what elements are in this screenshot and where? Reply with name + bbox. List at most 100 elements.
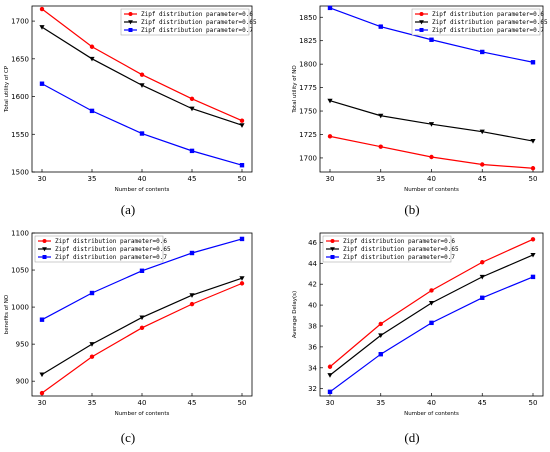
y-tick-label: 40 xyxy=(308,302,317,310)
series-line-3 xyxy=(329,276,534,393)
legend-marker xyxy=(330,239,335,243)
data-point xyxy=(189,293,195,298)
data-point xyxy=(89,108,95,114)
legend-marker xyxy=(419,20,424,25)
data-point xyxy=(378,352,383,357)
legend-entry-label: Zipf distribution parameter=0.6 xyxy=(432,11,544,18)
y-tick-label: 1650 xyxy=(11,55,29,63)
data-point xyxy=(89,44,95,49)
y-tick-label: 1000 xyxy=(11,304,29,312)
y-axis-label: benefits of NO xyxy=(4,294,10,334)
data-point xyxy=(39,25,45,30)
legend-entry-label: Zipf distribution parameter=0.6 xyxy=(55,238,167,245)
data-point xyxy=(378,321,383,327)
data-point xyxy=(530,139,536,144)
y-tick-label: 42 xyxy=(308,281,317,289)
y-tick-label: 1800 xyxy=(299,61,317,69)
data-point xyxy=(239,236,245,242)
legend: Zipf distribution parameter=0.6 Zipf dist… xyxy=(322,235,459,263)
x-tick-label: 45 xyxy=(188,175,197,183)
x-tick-label: 45 xyxy=(478,175,487,183)
x-tick-label: 35 xyxy=(376,399,385,407)
x-tick-label: 50 xyxy=(529,175,538,183)
data-point xyxy=(479,274,485,280)
data-point xyxy=(378,144,383,149)
data-point xyxy=(189,301,195,307)
legend-entry-label: Zipf distribution parameter=0.65 xyxy=(432,19,548,26)
x-tick-label: 30 xyxy=(326,399,335,407)
data-point xyxy=(239,163,245,168)
legend-entry-label: Zipf distribution parameter=0.7 xyxy=(141,27,253,34)
data-point xyxy=(429,154,434,160)
data-point xyxy=(530,237,536,242)
data-point xyxy=(239,276,245,281)
data-point xyxy=(480,295,485,300)
y-tick-label: 38 xyxy=(308,322,317,330)
data-point xyxy=(378,113,384,119)
data-point xyxy=(327,98,333,104)
data-point xyxy=(139,325,145,331)
data-point xyxy=(239,123,245,128)
y-tick-label: 1825 xyxy=(299,37,317,45)
data-point xyxy=(378,333,384,338)
data-point xyxy=(530,60,536,65)
legend-marker xyxy=(128,12,133,16)
data-point xyxy=(479,129,485,135)
y-axis-label: Total utility of CP xyxy=(4,65,10,113)
legend-marker xyxy=(42,239,47,243)
data-point xyxy=(378,24,383,29)
data-point xyxy=(428,122,435,127)
data-point xyxy=(39,390,45,396)
x-tick-label: 40 xyxy=(427,399,436,407)
x-tick-label: 50 xyxy=(529,399,538,407)
data-point xyxy=(239,118,245,123)
data-point xyxy=(89,290,95,296)
x-tick-label: 45 xyxy=(478,399,487,407)
data-point xyxy=(239,281,245,286)
x-tick-label: 50 xyxy=(238,399,247,407)
data-point xyxy=(189,148,195,154)
chart-panel-1: 30 35 40 45 50 1500 1550 1600 1650 1700 Number of … xyxy=(4,5,257,193)
x-tick-label: 30 xyxy=(38,399,47,407)
y-tick-label: 1100 xyxy=(11,230,29,238)
data-point xyxy=(139,131,145,136)
y-tick-label: 46 xyxy=(308,239,317,247)
legend-entry-label: Zipf distribution parameter=0.7 xyxy=(343,254,455,261)
data-point xyxy=(530,166,536,171)
y-tick-label: 900 xyxy=(16,378,29,386)
data-point xyxy=(139,268,145,273)
x-axis-label: Number of contents xyxy=(404,187,459,193)
data-point xyxy=(327,389,333,395)
data-point xyxy=(39,317,45,322)
legend-entry-label: Zipf distribution parameter=0.65 xyxy=(55,246,171,253)
data-point xyxy=(429,288,434,293)
y-tick-label: 1550 xyxy=(11,131,29,139)
y-tick-label: 44 xyxy=(308,260,317,268)
y-tick-label: 1050 xyxy=(11,267,29,275)
x-tick-label: 40 xyxy=(427,175,436,183)
y-axis-label: Average Delay(s) xyxy=(292,291,298,338)
data-point xyxy=(189,106,195,112)
x-axis-label: Number of contents xyxy=(404,411,459,417)
y-tick-label: 36 xyxy=(308,343,317,351)
data-point xyxy=(39,81,45,86)
x-axis-label: Number of contents xyxy=(115,187,170,193)
legend-entry-label: Zipf distribution parameter=0.6 xyxy=(343,238,455,245)
data-point xyxy=(189,96,195,102)
legend-marker xyxy=(419,12,424,16)
legend-marker xyxy=(128,20,133,25)
panel-label: (c) xyxy=(121,430,135,445)
chart-panel-2: 30 35 40 45 50 1700 1725 1750 1775 1800 1825 1850 Nu… xyxy=(292,5,548,193)
legend-marker xyxy=(330,255,335,259)
x-tick-label: 30 xyxy=(38,175,47,183)
y-tick-label: 1600 xyxy=(11,93,29,101)
legend-entry-label: Zipf distribution parameter=0.7 xyxy=(55,254,167,261)
data-point xyxy=(139,72,145,77)
panel-label: (b) xyxy=(404,202,419,217)
data-point xyxy=(89,342,95,347)
legend-entry-label: Zipf distribution parameter=0.6 xyxy=(141,11,253,18)
legend: Zipf distribution parameter=0.6 Zipf dist… xyxy=(120,8,257,36)
x-tick-label: 35 xyxy=(88,399,97,407)
